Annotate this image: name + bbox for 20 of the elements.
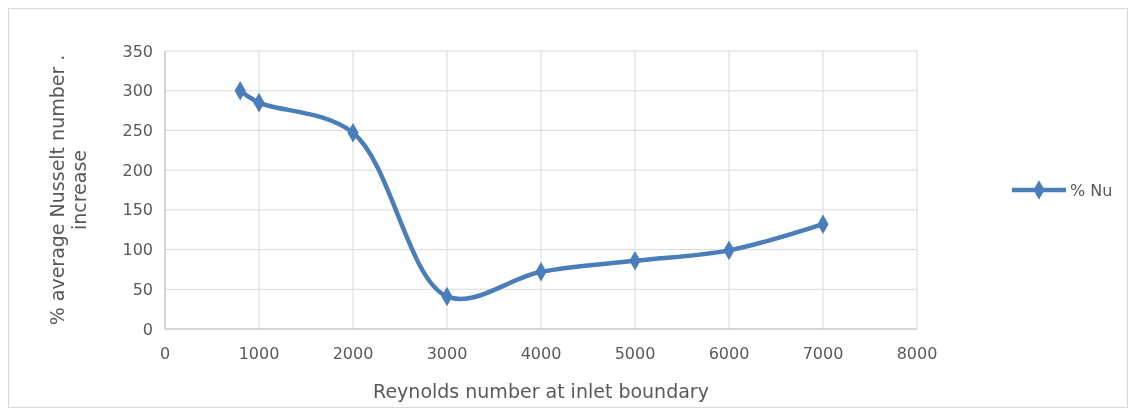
x-tick-label: 6000 — [708, 344, 750, 363]
y-tick-label: 250 — [122, 121, 153, 141]
y-tick-label: 200 — [122, 160, 153, 180]
x-axis-title: Reynolds number at inlet boundary — [373, 380, 709, 402]
x-tick-label: 8000 — [896, 344, 938, 363]
legend-label: % Nu — [1070, 180, 1113, 200]
x-tick-label: 0 — [159, 344, 171, 363]
y-tick-label: 300 — [122, 81, 153, 101]
y-tick-label: 50 — [132, 279, 153, 299]
x-tick-label: 7000 — [802, 344, 844, 363]
x-tick-label: 4000 — [520, 344, 562, 363]
x-tick-label: 1000 — [238, 344, 280, 363]
y-axis-title: % average Nusselt number . increase — [45, 54, 91, 326]
y-tick-label: 350 — [122, 41, 153, 61]
y-tick-label: 100 — [122, 240, 153, 260]
x-tick-label: 5000 — [614, 344, 656, 363]
x-tick-label: 3000 — [426, 344, 468, 363]
x-tick-label: 2000 — [332, 344, 374, 363]
y-tick-label: 150 — [122, 200, 153, 220]
y-tick-label: 0 — [142, 319, 153, 339]
